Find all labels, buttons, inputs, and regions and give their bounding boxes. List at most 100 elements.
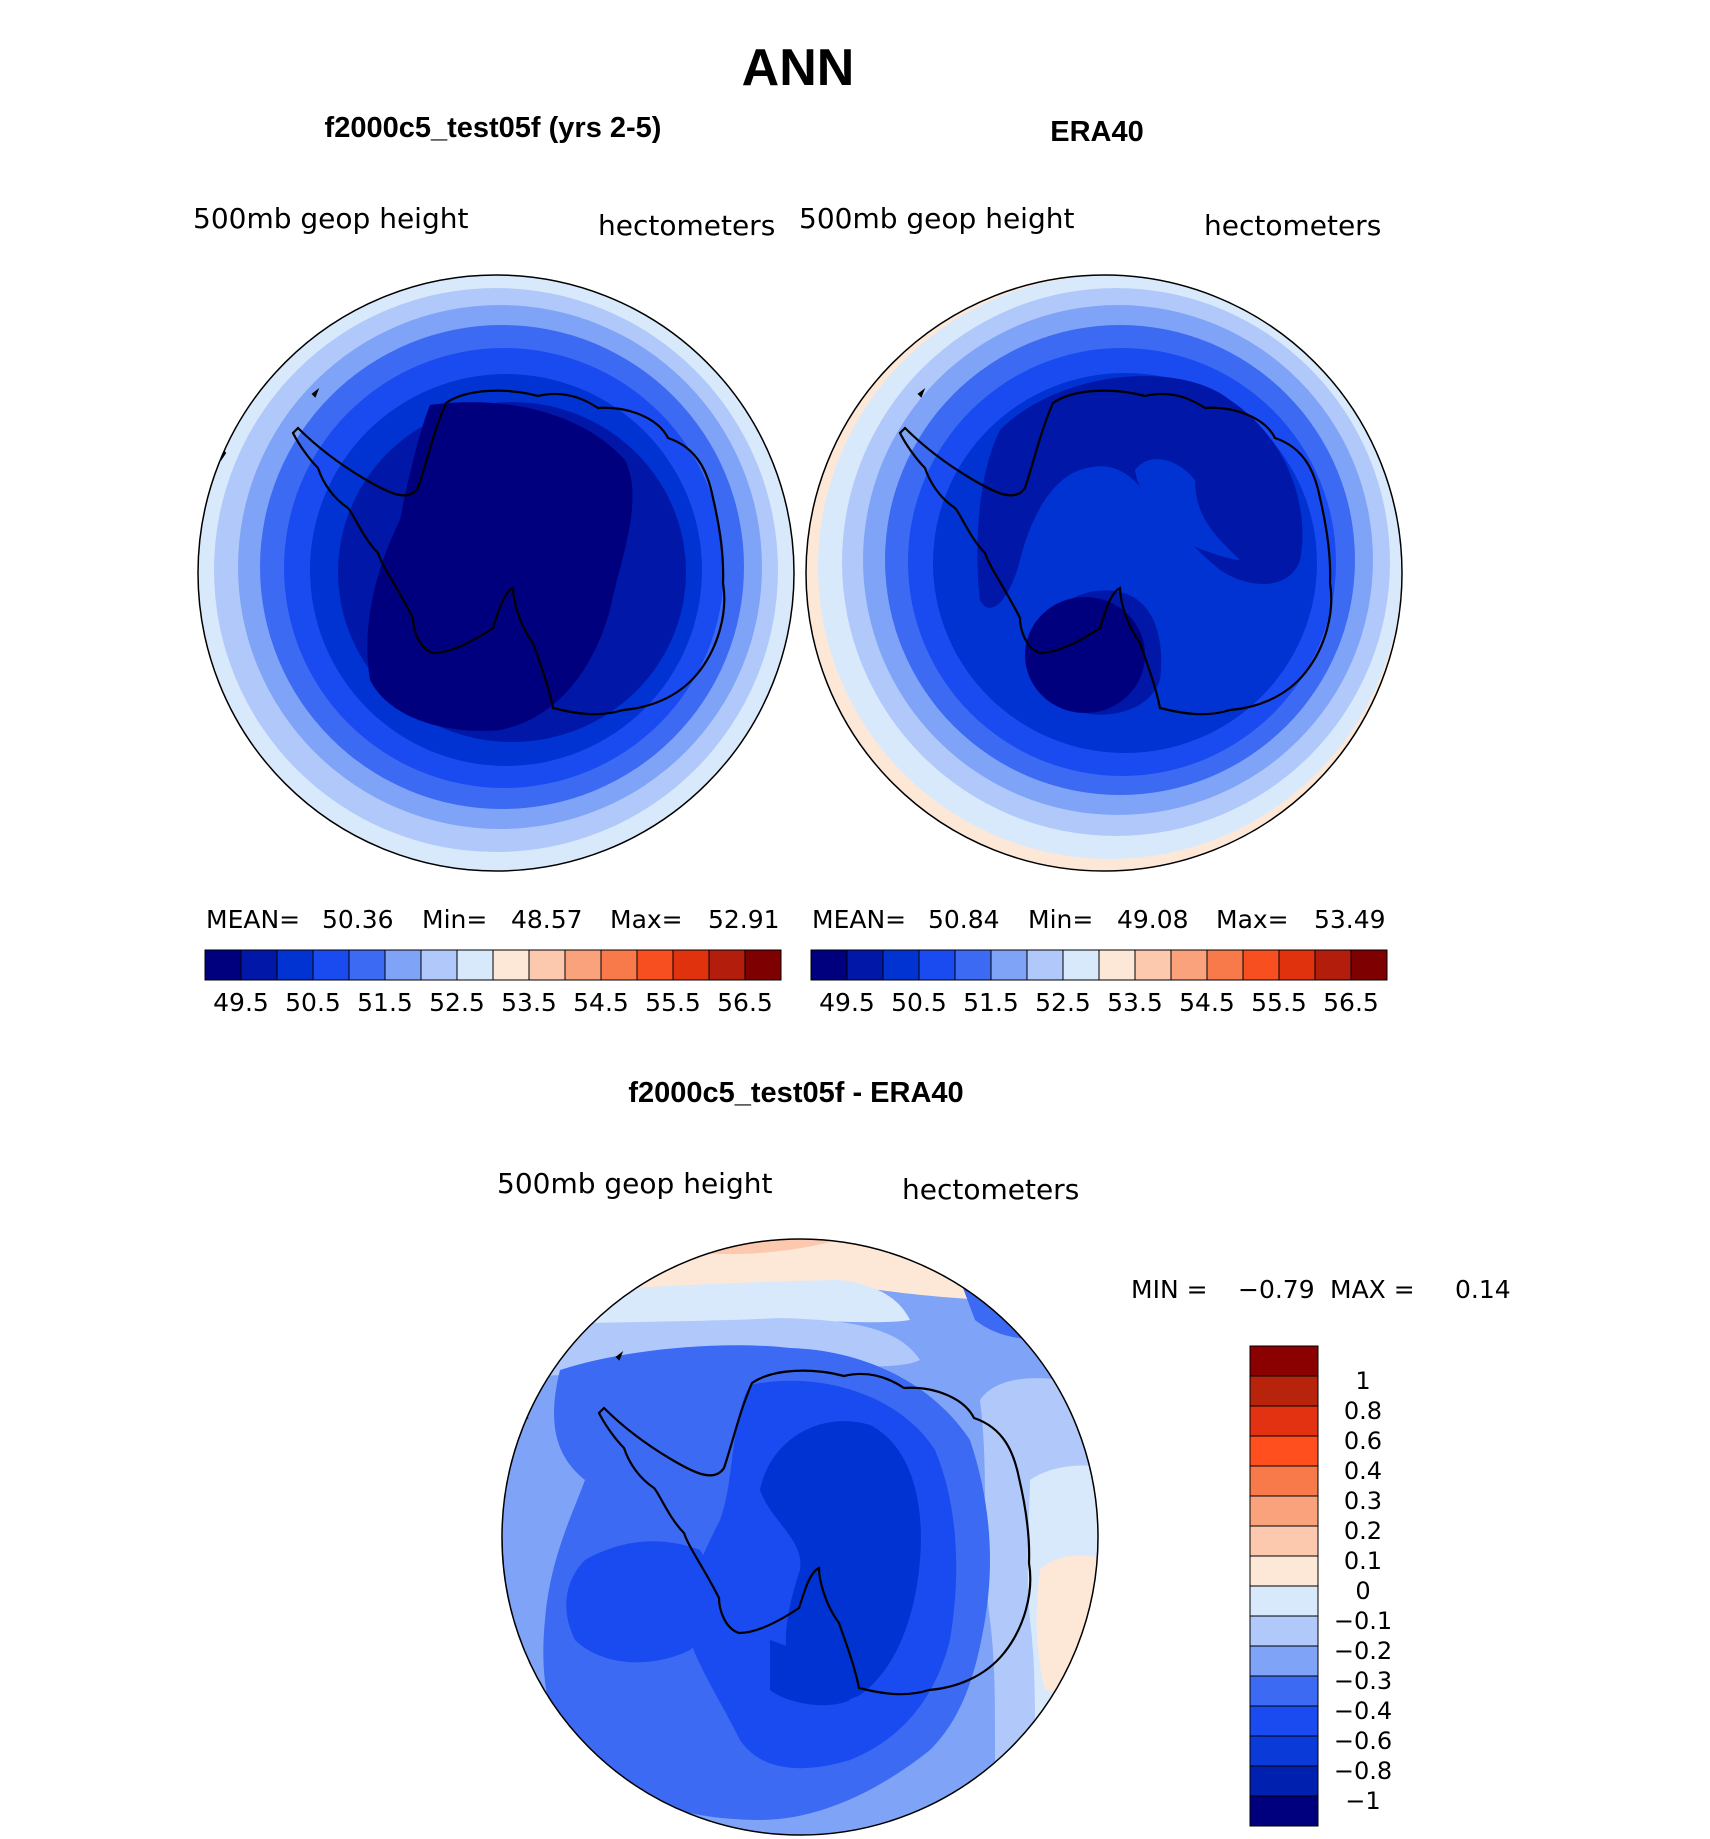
colorbar-swatch (240, 949, 278, 981)
panel-model-max-label: Max= (610, 905, 683, 934)
panel-model-map (198, 275, 794, 871)
cbar-label: 0.4 (1344, 1457, 1382, 1485)
panel-obs-stats: MEAN= 50.84 Min= 49.08 Max= 53.49 (812, 905, 1386, 934)
colorbar-swatch (1249, 1405, 1319, 1437)
colorbar-swatch (744, 949, 782, 981)
colorbar-swatch (1249, 1555, 1319, 1587)
colorbar-swatch (564, 949, 602, 981)
colorbar-swatch (846, 949, 884, 981)
cbar-label: 49.5 (819, 988, 875, 1017)
cbar-label: −1 (1345, 1787, 1380, 1815)
cbar-label: 0.2 (1344, 1517, 1382, 1545)
colorbar-swatch (1098, 949, 1136, 981)
figure-title: ANN (742, 39, 855, 97)
cbar-label: 54.5 (1179, 988, 1235, 1017)
panel-model-map-border (197, 274, 795, 872)
panel-obs-colorbar-labels: 49.5 50.5 51.5 52.5 53.5 54.5 55.5 56.5 (819, 988, 1379, 1017)
panel-obs-header: ERA40 (1050, 116, 1144, 148)
cbar-label: 1 (1355, 1367, 1370, 1395)
panel-obs-max-value: 53.49 (1314, 905, 1386, 934)
panel-model-units-label: hectometers (598, 209, 775, 242)
panel-model-colorbar-labels: 49.5 50.5 51.5 52.5 53.5 54.5 55.5 56.5 (213, 988, 773, 1017)
colorbar-swatch (1249, 1525, 1319, 1557)
cbar-label: 53.5 (501, 988, 557, 1017)
cbar-label: −0.3 (1334, 1667, 1392, 1695)
cbar-label: 51.5 (963, 988, 1019, 1017)
cbar-label: 55.5 (645, 988, 701, 1017)
panel-model-stats: MEAN= 50.36 Min= 48.57 Max= 52.91 (206, 905, 780, 934)
colorbar-swatch (1170, 949, 1208, 981)
panel-obs-units-label: hectometers (1204, 209, 1381, 242)
panel-obs: ERA40 500mb geop height hectometers MEAN… (799, 116, 1403, 1017)
panel-diff-max-label: MAX = (1330, 1275, 1415, 1304)
cbar-label: 54.5 (573, 988, 629, 1017)
cbar-label: 56.5 (1323, 988, 1379, 1017)
colorbar-swatch (1249, 1465, 1319, 1497)
colorbar-swatch (492, 949, 530, 981)
colorbar-swatch (1249, 1735, 1319, 1767)
panel-diff-min-label: MIN = (1131, 1275, 1208, 1304)
cbar-label: 0 (1355, 1577, 1370, 1605)
panel-model-max-value: 52.91 (708, 905, 780, 934)
cbar-label: 0.3 (1344, 1487, 1382, 1515)
colorbar-swatch (882, 949, 920, 981)
cbar-label: 50.5 (285, 988, 341, 1017)
panel-obs-map-border (805, 274, 1403, 872)
colorbar-swatch (1249, 1345, 1319, 1377)
cbar-label: 50.5 (891, 988, 947, 1017)
panel-diff-stats: MIN = −0.79 MAX = 0.14 (1131, 1275, 1511, 1304)
colorbar-swatch (276, 949, 314, 981)
panel-diff-colorbar-labels: 1 0.8 0.6 0.4 0.3 0.2 0.1 0 −0.1 −0.2 −0… (1334, 1367, 1392, 1815)
colorbar-swatch (672, 949, 710, 981)
panel-diff-map-border (501, 1238, 1099, 1836)
colorbar-swatch (1249, 1495, 1319, 1527)
colorbar-swatch (1249, 1795, 1319, 1827)
colorbar-swatch (1350, 949, 1388, 981)
colorbar-swatch (1314, 949, 1352, 981)
panel-obs-variable-label: 500mb geop height (799, 202, 1074, 235)
colorbar-swatch (1206, 949, 1244, 981)
colorbar-swatch (348, 949, 386, 981)
cbar-label: −0.1 (1334, 1607, 1392, 1635)
panel-diff-header: f2000c5_test05f - ERA40 (628, 1077, 963, 1109)
colorbar-swatch (1026, 949, 1064, 981)
cbar-label: 0.6 (1344, 1427, 1382, 1455)
colorbar-swatch (990, 949, 1028, 981)
colorbar-swatch (1249, 1585, 1319, 1617)
colorbar-swatch (1249, 1705, 1319, 1737)
cbar-label: 53.5 (1107, 988, 1163, 1017)
colorbar-swatch (312, 949, 350, 981)
panel-obs-colorbar (810, 949, 1388, 981)
panel-model-variable-label: 500mb geop height (193, 202, 468, 235)
colorbar-swatch (1278, 949, 1316, 981)
panel-model-colorbar (204, 949, 782, 981)
cbar-label: 51.5 (357, 988, 413, 1017)
cbar-label: 0.8 (1344, 1397, 1382, 1425)
panel-diff-colorbar (1249, 1345, 1319, 1827)
cbar-label: −0.8 (1334, 1757, 1392, 1785)
colorbar-swatch (810, 949, 848, 981)
cbar-label: −0.2 (1334, 1637, 1392, 1665)
cbar-label: 52.5 (1035, 988, 1091, 1017)
colorbar-swatch (600, 949, 638, 981)
cbar-label: 52.5 (429, 988, 485, 1017)
colorbar-swatch (1242, 949, 1280, 981)
cbar-label: 0.1 (1344, 1547, 1382, 1575)
colorbar-swatch (1249, 1435, 1319, 1467)
panel-model-header: f2000c5_test05f (yrs 2-5) (325, 112, 662, 144)
colorbar-swatch (1062, 949, 1100, 981)
panel-obs-map (806, 275, 1402, 871)
panel-obs-max-label: Max= (1216, 905, 1289, 934)
cbar-label: 49.5 (213, 988, 269, 1017)
panel-model: f2000c5_test05f (yrs 2-5) 500mb geop hei… (193, 112, 795, 1017)
panel-diff-units-label: hectometers (902, 1173, 1079, 1206)
colorbar-swatch (636, 949, 674, 981)
panel-obs-mean-value: 50.84 (928, 905, 1000, 934)
colorbar-swatch (528, 949, 566, 981)
panel-diff-map (502, 1239, 1098, 1835)
colorbar-swatch (204, 949, 242, 981)
colorbar-swatch (918, 949, 956, 981)
panel-obs-min-label: Min= (1028, 905, 1093, 934)
colorbar-swatch (954, 949, 992, 981)
cbar-label: −0.4 (1334, 1697, 1392, 1725)
